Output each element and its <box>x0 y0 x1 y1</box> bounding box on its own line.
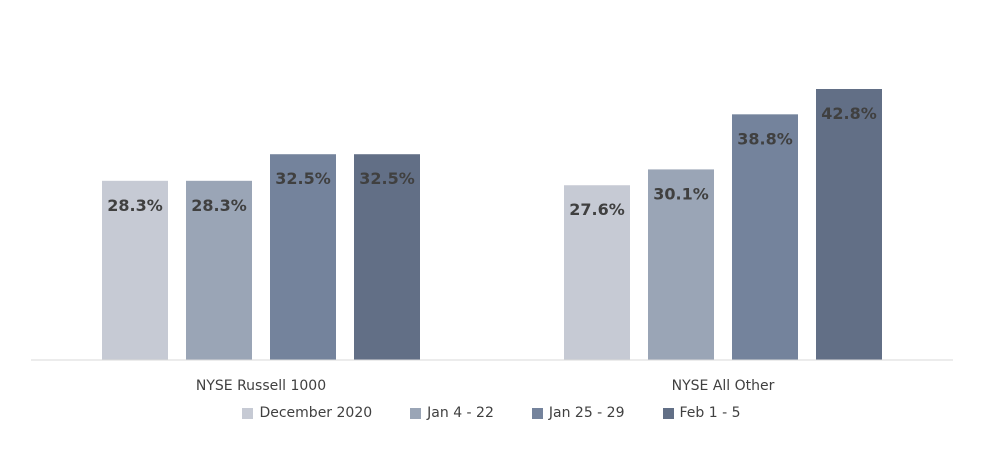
data-label-2-1: 27.6% <box>569 200 625 219</box>
data-label-1-4: 32.5% <box>359 169 415 188</box>
category-label-2: NYSE All Other <box>672 378 775 394</box>
category-labels-layer: NYSE Russell 1000 NYSE All Other <box>196 378 775 394</box>
legend-item-1: December 2020 <box>242 405 372 421</box>
bar-1-1 <box>102 180 168 360</box>
legend-item-4: Feb 1 - 5 <box>662 405 741 421</box>
bars-layer <box>102 89 882 360</box>
data-label-2-3: 38.8% <box>737 129 793 148</box>
data-label-1-2: 28.3% <box>191 196 247 215</box>
bar-chart: 28.3% 28.3% 32.5% 32.5% 27.6% 30.1% 38.8% 42.8%… <box>31 89 953 394</box>
bar-1-2 <box>186 180 252 360</box>
data-label-1-3: 32.5% <box>275 169 331 188</box>
legend-swatch-1 <box>242 407 254 419</box>
legend-item-3: Jan 25 - 29 <box>531 405 625 421</box>
data-label-1-1: 28.3% <box>107 196 163 215</box>
bar-2-2 <box>648 169 714 360</box>
bar-2-1 <box>564 185 630 360</box>
bar-1-4 <box>354 154 420 360</box>
bar-2-3 <box>732 114 798 360</box>
data-label-2-4: 42.8% <box>821 104 877 123</box>
legend: December 2020 Jan 4 - 22 Jan 25 - 29 Feb 1 … <box>0 402 983 424</box>
legend-label-1: December 2020 <box>259 405 373 421</box>
legend-swatch-2 <box>410 407 422 419</box>
legend-label-2: Jan 4 - 22 <box>427 405 494 421</box>
legend-item-2: Jan 4 - 22 <box>410 405 494 421</box>
legend-swatch-4 <box>662 407 674 419</box>
legend-label-3: Jan 25 - 29 <box>548 405 625 421</box>
bar-2-4 <box>816 89 882 360</box>
category-label-1: NYSE Russell 1000 <box>196 378 326 394</box>
legend-swatch-3 <box>531 407 543 419</box>
data-label-2-2: 30.1% <box>653 184 709 203</box>
legend-label-4: Feb 1 - 5 <box>679 405 741 421</box>
data-labels-layer: 28.3% 28.3% 32.5% 32.5% 27.6% 30.1% 38.8% 42.8% <box>107 104 877 219</box>
bar-1-3 <box>270 154 336 360</box>
